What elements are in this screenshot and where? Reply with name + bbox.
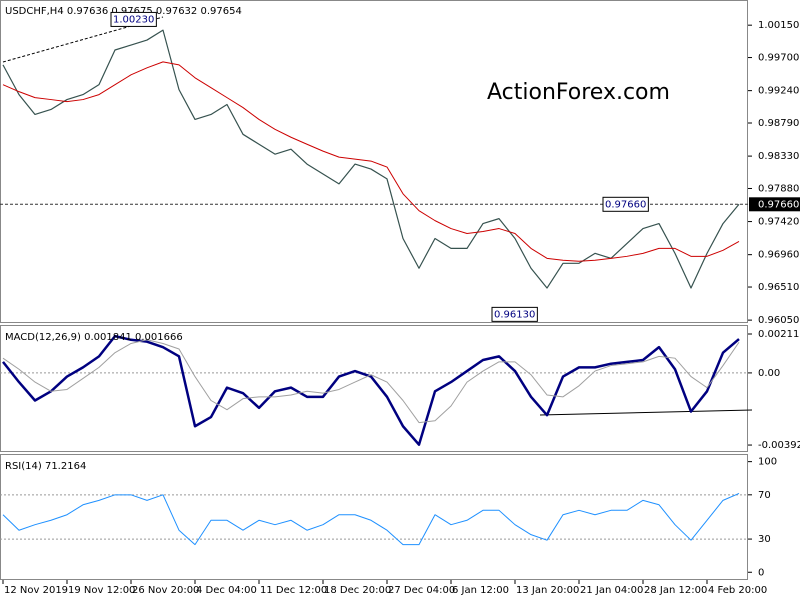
y-tick-label: 0.96510	[758, 282, 799, 293]
watermark: ActionForex.com	[487, 80, 670, 105]
y-tick-label: 1.00150	[758, 20, 799, 31]
panel-title: USDCHF,H4 0.97636 0.97675 0.97632 0.9765…	[5, 6, 242, 17]
x-tick-label: 4 Feb 20:00	[708, 585, 767, 596]
y-tick-label: 0.97420	[758, 217, 799, 228]
price-panel	[0, 0, 748, 323]
y-tick-label: 0.96960	[758, 250, 799, 261]
x-tick-label: 19 Nov 12:00	[68, 585, 135, 596]
y-tick-label: 0.97880	[758, 183, 799, 194]
y-tick-label: -0.003922	[758, 440, 800, 451]
y-tick-label: 0.99240	[758, 86, 799, 97]
y-tick-label: 0.98330	[758, 151, 799, 162]
annotation-box	[602, 196, 649, 212]
panel-title: RSI(14) 71.2164	[5, 461, 86, 472]
annotation-label: 0.97660	[605, 199, 646, 210]
annotation-label: 1.00230	[113, 14, 154, 25]
x-tick-label: 28 Jan 12:00	[644, 585, 707, 596]
y-tick-label: 0.99700	[758, 53, 799, 64]
x-tick-label: 26 Nov 20:00	[132, 585, 199, 596]
y-tick-label: 0.00	[758, 368, 780, 379]
x-tick-label: 11 Dec 12:00	[260, 585, 327, 596]
x-tick-label: 18 Dec 20:00	[324, 585, 391, 596]
y-tick-label: 0	[758, 567, 764, 578]
series-line	[2, 493, 740, 546]
macd-trend-line	[539, 409, 753, 416]
annotation-box	[110, 11, 157, 27]
macd-panel	[0, 325, 748, 452]
x-tick-label: 21 Jan 04:00	[580, 585, 643, 596]
last-price-tag	[749, 197, 800, 212]
x-tick-label: 12 Nov 2019	[4, 585, 68, 596]
x-tick-label: 6 Jan 12:00	[452, 585, 509, 596]
x-tick-label: 13 Jan 20:00	[516, 585, 579, 596]
panel-title: MACD(12,26,9) 0.001841 0.001666	[5, 332, 183, 343]
x-tick-label: 27 Dec 04:00	[388, 585, 455, 596]
series-line	[2, 61, 740, 262]
y-tick-label: 0.98790	[758, 118, 799, 129]
annotation-box	[491, 306, 538, 322]
annotation-label: 0.96130	[494, 309, 535, 320]
series-line	[2, 339, 740, 424]
y-tick-label: 100	[758, 457, 777, 468]
y-tick-label: 0.002115	[758, 329, 800, 340]
trend-line	[2, 16, 164, 63]
y-tick-label: 70	[758, 490, 771, 501]
x-tick-label: 4 Dec 04:00	[196, 585, 257, 596]
last-price-label: 0.97660	[758, 199, 799, 210]
series-line	[2, 29, 740, 289]
series-line	[2, 334, 740, 446]
rsi-panel	[0, 454, 748, 580]
y-tick-label: 30	[758, 534, 771, 545]
y-tick-label: 0.96050	[758, 315, 799, 326]
